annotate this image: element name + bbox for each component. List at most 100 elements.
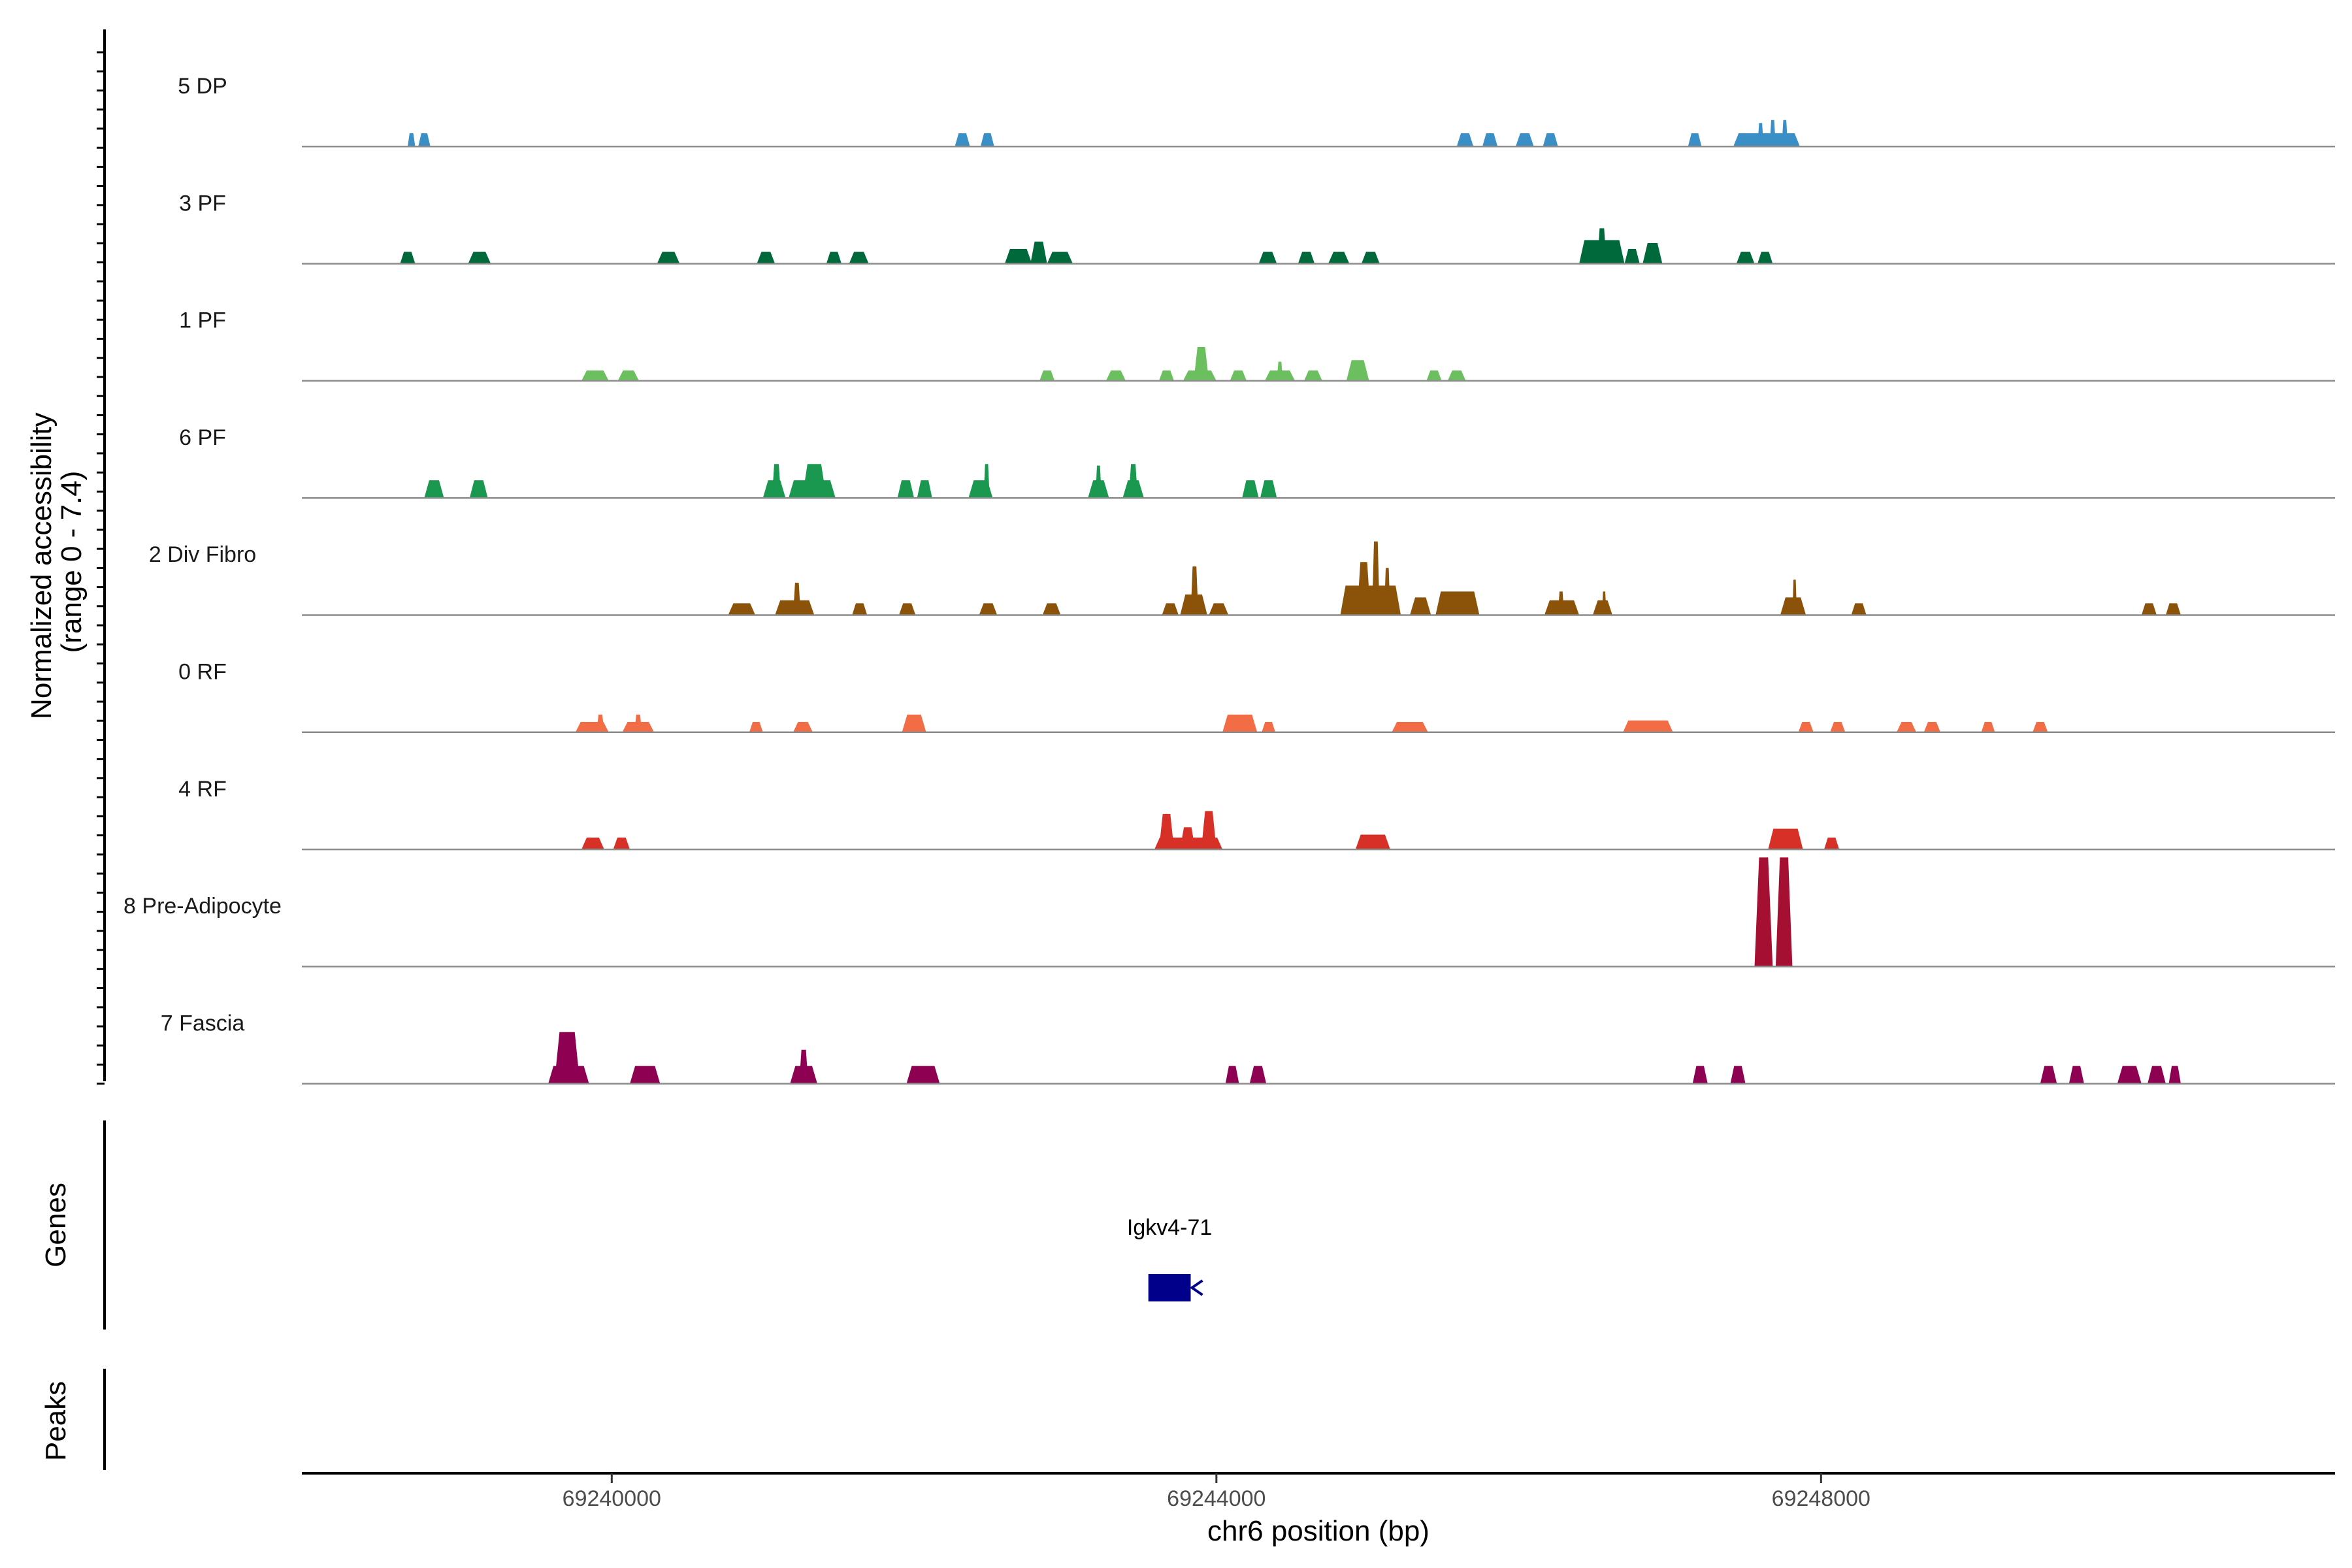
track-label: 1 PF — [179, 308, 226, 333]
coverage-peak — [1190, 566, 1199, 615]
coverage-peak — [749, 722, 763, 732]
coverage-peak — [852, 603, 868, 615]
coverage-peak — [1688, 133, 1702, 147]
track-4: 6 PF — [179, 425, 2335, 499]
coverage-peak — [1249, 1066, 1267, 1084]
y-axis-title-line1: Normalized accessibility — [25, 412, 57, 719]
coverage-peak — [1897, 722, 1917, 732]
coverage-peak — [1242, 480, 1259, 498]
coverage-peak — [1260, 480, 1277, 498]
coverage-peak — [802, 464, 826, 498]
coverage-peak — [1384, 568, 1390, 615]
coverage-peak — [1830, 722, 1846, 732]
coverage-peak — [793, 722, 813, 732]
coverage-peak — [1277, 361, 1283, 381]
coverage-peak — [424, 480, 444, 498]
coverage-peak — [1361, 252, 1380, 264]
coverage-peak — [634, 714, 642, 732]
coverage-peak — [1692, 1066, 1708, 1084]
coverage-peak — [1039, 370, 1055, 381]
coverage-peak — [2168, 1066, 2181, 1084]
coverage-peak — [1435, 591, 1480, 615]
coverage-peak — [1372, 541, 1380, 615]
coverage-peak — [1798, 722, 1814, 732]
coverage-peak — [581, 370, 609, 381]
coverage-peak — [408, 133, 416, 147]
coverage-peak — [1426, 370, 1442, 381]
coverage-peak — [1597, 228, 1607, 264]
coverage-peak — [554, 1032, 580, 1084]
coverage-peak — [1194, 347, 1209, 381]
track-label: 2 Div Fibro — [149, 542, 256, 567]
coverage-peak — [617, 370, 639, 381]
coverage-peak — [980, 133, 994, 147]
coverage-peak — [917, 480, 932, 498]
coverage-peak — [1162, 603, 1179, 615]
coverage-peak — [1410, 597, 1431, 615]
coverage-peak — [1047, 252, 1073, 264]
coverage-peak — [1757, 252, 1773, 264]
coverage-peak — [1128, 464, 1138, 498]
coverage-peak — [1456, 133, 1474, 147]
coverage-peak — [418, 133, 431, 147]
coverage-peak — [1042, 603, 1061, 615]
coverage-tracks: 5 DP 3 PF 1 PF 6 PF 2 Div Fibro 0 RF 4 RF 8 Pre… — [123, 74, 2335, 1085]
coverage-peak — [1030, 241, 1047, 264]
coverage-peak — [1782, 120, 1788, 147]
coverage-peak — [1262, 722, 1276, 732]
coverage-peak — [1201, 811, 1217, 850]
peaks-axis-title: Peaks — [40, 1381, 72, 1461]
track-5: 2 Div Fibro — [149, 541, 2335, 616]
coverage-peak — [849, 252, 869, 264]
coverage-peak — [955, 133, 970, 147]
coverage-peak — [2165, 603, 2181, 615]
coverage-peak — [1733, 133, 1800, 147]
coverage-peak — [1004, 249, 1032, 264]
coverage-peak — [1298, 252, 1315, 264]
coverage-peak — [1769, 120, 1776, 147]
track-6: 0 RF — [178, 660, 2335, 734]
coverage-peak — [1558, 591, 1564, 615]
x-axis-title: chr6 position (bp) — [1207, 1515, 1429, 1547]
coverage-peak — [898, 603, 916, 615]
track-7: 4 RF — [178, 777, 2335, 851]
y-axis-title: Normalized accessibility (range 0 - 7.4) — [25, 404, 88, 719]
coverage-peak — [1230, 370, 1247, 381]
coverage-peak — [1357, 562, 1371, 615]
coverage-peak — [793, 582, 801, 615]
x-tick-label: 69244000 — [1167, 1486, 1266, 1511]
coverage-peak — [2117, 1066, 2142, 1084]
track-9: 7 Fascia — [161, 1011, 2335, 1085]
coverage-peak — [1482, 133, 1498, 147]
coverage-peak — [799, 1049, 809, 1084]
coverage-peak — [1624, 249, 1640, 264]
coverage-peak — [469, 480, 488, 498]
coverage-peak — [897, 480, 915, 498]
coverage-peak — [1447, 370, 1466, 381]
coverage-peak — [596, 714, 604, 732]
coverage-peak — [1209, 603, 1229, 615]
track-8: 8 Pre-Adipocyte — [123, 857, 2335, 968]
coverage-peak — [1981, 722, 1995, 732]
coverage-peak — [581, 838, 604, 850]
coverage-peak — [1851, 603, 1867, 615]
coverage-peak — [772, 464, 781, 498]
coverage-peak — [1543, 133, 1558, 147]
gene-strand-arrow — [1189, 1279, 1203, 1296]
track-label: 5 DP — [178, 74, 227, 99]
coverage-peak — [1095, 465, 1102, 498]
coverage-peak — [630, 1066, 661, 1084]
coverage-peak — [1824, 838, 1840, 850]
coverage-peak — [983, 464, 990, 498]
coverage-peak — [1730, 1066, 1746, 1084]
coverage-peak — [757, 252, 776, 264]
coverage-peak — [657, 252, 680, 264]
coverage-peak — [1328, 252, 1350, 264]
coverage-peak — [1222, 714, 1258, 732]
coverage-peak — [1225, 1066, 1239, 1084]
coverage-peak — [1515, 133, 1534, 147]
coverage-peak — [1642, 243, 1663, 264]
track-label: 4 RF — [178, 777, 227, 802]
coverage-peak — [728, 603, 756, 615]
